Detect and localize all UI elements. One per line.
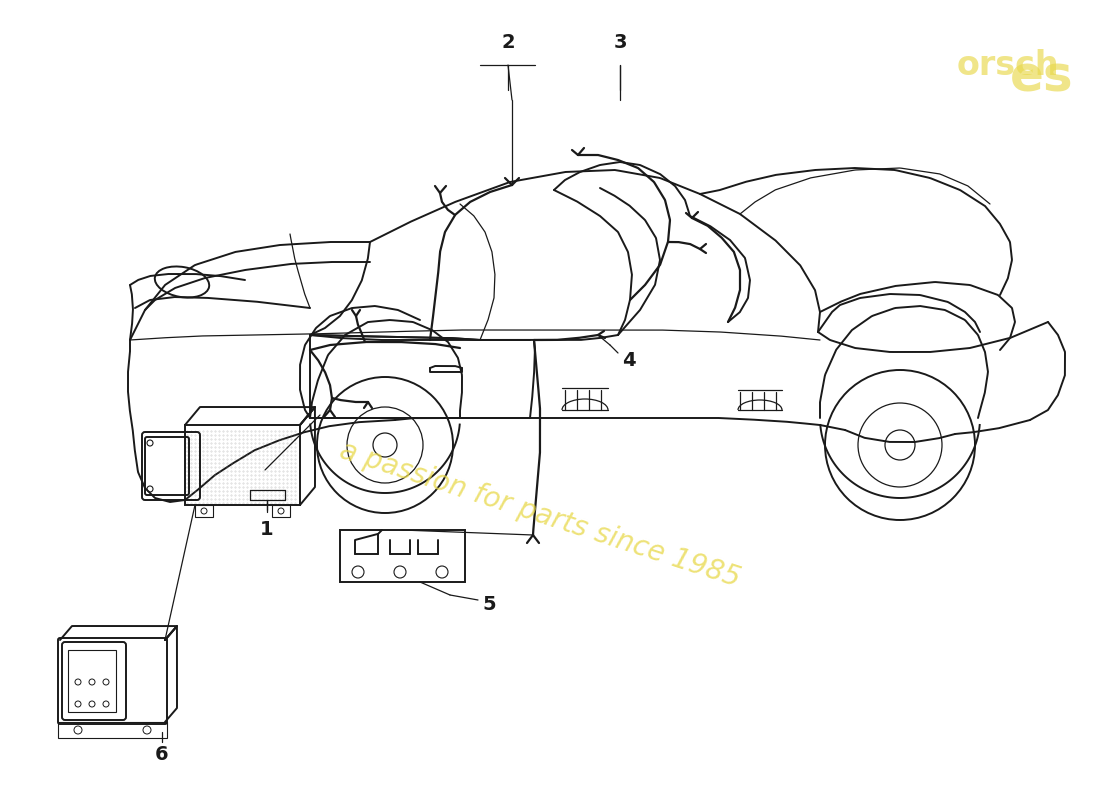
Bar <box>340 530 465 582</box>
Text: 6: 6 <box>155 745 168 764</box>
Bar <box>185 425 300 505</box>
Text: 1: 1 <box>261 520 274 539</box>
Text: 2: 2 <box>502 33 515 52</box>
Text: 5: 5 <box>482 594 496 614</box>
Bar <box>272 505 290 517</box>
Text: orsch: orsch <box>957 49 1059 82</box>
Bar <box>58 722 167 738</box>
Text: 3: 3 <box>614 33 627 52</box>
Text: 4: 4 <box>621 350 636 370</box>
Text: a passion for parts since 1985: a passion for parts since 1985 <box>337 437 744 593</box>
Bar <box>68 650 116 712</box>
Text: es: es <box>1010 54 1074 102</box>
Bar <box>195 505 213 517</box>
